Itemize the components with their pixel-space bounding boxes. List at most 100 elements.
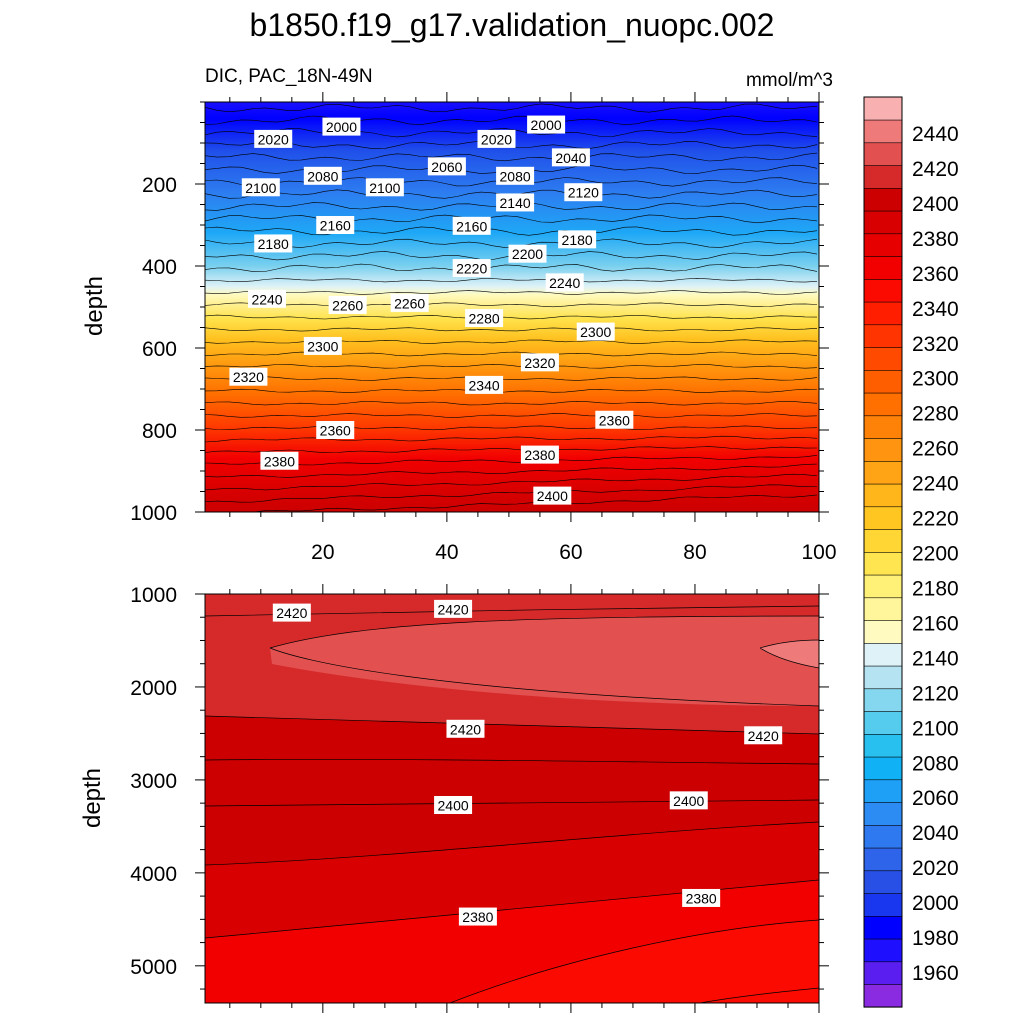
contour-label-box	[527, 115, 566, 134]
colorbar-label: 2300	[912, 368, 959, 391]
contour-label-box	[241, 178, 280, 197]
colorbar-swatch	[863, 733, 903, 758]
colorbar-label: 2260	[912, 438, 959, 461]
contour-label-box	[551, 148, 590, 167]
colorbar-swatch	[863, 551, 903, 576]
contour-2360	[699, 987, 819, 1003]
contour-label-box	[446, 719, 485, 738]
contour-label: 2360	[320, 423, 351, 439]
contour-label-box	[365, 178, 404, 197]
contour-label-box	[520, 445, 559, 464]
contour-label: 2180	[562, 232, 593, 248]
y-tick-label: 600	[142, 338, 177, 361]
contour-line	[205, 103, 818, 113]
contour-label-box	[452, 259, 491, 278]
lower-panel-frame	[204, 593, 820, 1004]
contour-label-box	[229, 367, 268, 386]
x-tick-label: 80	[683, 541, 706, 564]
colorbar-swatch	[863, 506, 903, 530]
colorbar-swatch	[863, 688, 903, 712]
contour-label-box	[303, 336, 342, 355]
contour-label: 2120	[568, 185, 599, 201]
colorbar-label: 2360	[912, 263, 959, 286]
lower-axis-ticks: 1000 2000 3000 4000 5000	[130, 584, 829, 1013]
colorbar-swatch	[863, 96, 903, 121]
contour-label-box	[260, 451, 299, 470]
colorbar-label: 2160	[912, 612, 959, 635]
x-tick-label: 60	[559, 541, 582, 564]
contour-label: 2380	[462, 909, 493, 925]
colorbar-swatch	[863, 324, 903, 348]
contour-label: 2040	[555, 150, 586, 166]
contour-label-box	[744, 726, 783, 745]
lower-contour-labels: 2420 2420 2420 2420 2400 2400 2380 2380	[272, 599, 783, 926]
colorbar: 1960 1980 2000 2020 2040 2060 2080 2100 2120 2140…	[863, 96, 959, 1008]
y-tick-label: 200	[142, 174, 177, 197]
colorbar-swatch	[863, 255, 903, 280]
upper-contour-lines	[205, 103, 818, 512]
contour-label: 2380	[264, 453, 295, 469]
colorbar-swatch	[863, 847, 903, 872]
colorbar-swatch	[863, 369, 903, 394]
colorbar-swatch	[863, 597, 903, 621]
colorbar-swatch	[863, 460, 903, 485]
variable-label: DIC, PAC_18N-49N	[205, 66, 373, 87]
contour-label-box	[390, 293, 429, 312]
contour-label-box	[427, 157, 466, 176]
x-tick-label: 100	[801, 541, 836, 564]
y-tick-label: 4000	[130, 863, 177, 886]
contour-label-box	[576, 322, 615, 341]
colorbar-swatch	[863, 278, 903, 303]
contour-label-box	[328, 295, 367, 314]
colorbar-label: 2220	[912, 508, 959, 531]
contour-line	[251, 494, 818, 512]
colorbar-swatch	[863, 187, 903, 212]
contour-label: 2420	[450, 721, 481, 737]
colorbar-label: 2440	[912, 123, 959, 146]
colorbar-swatch	[863, 142, 903, 166]
contour-label-box	[520, 353, 559, 372]
colorbar-label: 2340	[912, 298, 959, 321]
colorbar-swatch	[863, 801, 903, 826]
colorbar-label: 1960	[912, 962, 959, 985]
band-2440	[270, 616, 819, 706]
colorbar-label: 2180	[912, 577, 959, 600]
contour-2400	[205, 799, 819, 807]
lower-y-axis-label: depth	[79, 768, 106, 828]
contour-label-box	[496, 193, 535, 212]
contour-line	[205, 214, 818, 224]
x-tick-label: 20	[311, 541, 334, 564]
colorbar-label: 2380	[912, 228, 959, 251]
contour-line	[205, 263, 818, 272]
colorbar-swatch	[863, 119, 903, 144]
colorbar-frame	[863, 96, 903, 1008]
colorbar-swatch	[863, 574, 903, 599]
colorbar-swatch	[863, 779, 903, 803]
contour-label: 2420	[276, 605, 307, 621]
contour-label-box	[254, 129, 293, 148]
contour-label-box	[434, 599, 473, 618]
contour-label-box	[248, 289, 287, 308]
contour-label-box	[545, 273, 584, 292]
contour-label: 2280	[469, 311, 500, 327]
contour-label: 2380	[686, 890, 717, 906]
contour-label-box	[564, 183, 603, 202]
y-tick-label: 800	[142, 420, 177, 443]
y-tick-label: 5000	[130, 956, 177, 979]
colorbar-swatch	[863, 983, 903, 1008]
contour-label: 2160	[320, 218, 351, 234]
colorbar-label: 2020	[912, 857, 959, 880]
contour-label-box	[272, 603, 311, 622]
contour-label-box	[458, 907, 497, 926]
contour-line	[205, 425, 818, 431]
colorbar-swatch	[863, 392, 903, 417]
lower-panel: 1000 2000 3000 4000 5000 2420 2420 2420 2420 240…	[79, 584, 829, 1013]
colorbar-label: 2420	[912, 158, 959, 181]
y-tick-label: 400	[142, 256, 177, 279]
colorbar-swatch	[863, 642, 903, 667]
contour-label-box	[322, 117, 361, 136]
colorbar-label: 2280	[912, 403, 959, 426]
units-label: mmol/m^3	[746, 70, 833, 91]
